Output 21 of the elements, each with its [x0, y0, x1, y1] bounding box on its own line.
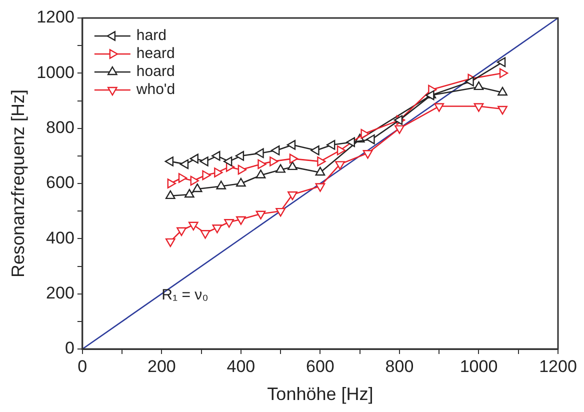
y-tick-label: 200: [46, 284, 74, 303]
x-tick-label: 0: [78, 356, 88, 376]
annotation: R₁ = ν₀: [162, 286, 208, 304]
y-tick-label: 1000: [36, 62, 74, 82]
x-tick-label: 200: [147, 356, 176, 376]
x-tick-label: 400: [226, 356, 256, 376]
legend-label: heard: [136, 45, 175, 62]
y-axis-title: Resonanzfrequenz [Hz]: [8, 89, 28, 278]
y-tick-label: 0: [64, 338, 74, 358]
legend-label: hoard: [136, 63, 175, 80]
x-tick-label: 600: [306, 356, 334, 376]
legend-label: hard: [136, 27, 166, 44]
x-tick-label: 1000: [460, 356, 498, 376]
y-tick-label: 1200: [36, 8, 74, 27]
x-tick-label: 800: [385, 356, 414, 376]
y-tick-label: 800: [46, 118, 74, 138]
y-tick-label: 600: [46, 173, 74, 192]
y-tick-label: 400: [46, 228, 74, 248]
x-tick-label: 1200: [539, 356, 577, 376]
legend-label: who'd: [135, 81, 176, 98]
x-axis-title: Tonhöhe [Hz]: [267, 384, 374, 404]
